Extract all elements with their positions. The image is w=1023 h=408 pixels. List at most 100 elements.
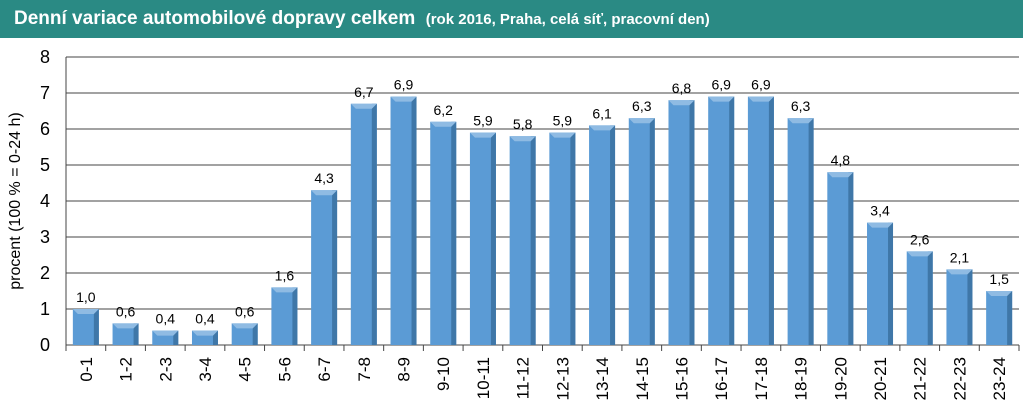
bar	[231, 323, 258, 345]
gridlines	[65, 56, 1020, 351]
chart-title-bar: Denní variace automobilové dopravy celke…	[0, 0, 1023, 38]
y-tick-label: 5	[40, 155, 50, 175]
data-label: 0,4	[195, 311, 215, 327]
x-tick-label: 23-24	[990, 357, 1009, 400]
y-tick-label: 2	[40, 263, 50, 283]
bar-top	[152, 330, 179, 336]
bar	[787, 118, 814, 345]
bar-top	[589, 125, 616, 131]
bar-top	[946, 269, 973, 275]
bar	[311, 190, 338, 345]
bar	[946, 269, 973, 345]
bar	[906, 251, 933, 345]
bar-top	[628, 118, 655, 124]
x-tick-label: 4-5	[236, 357, 255, 382]
bar	[827, 172, 854, 345]
bar-side	[212, 330, 218, 345]
data-label: 2,1	[950, 249, 970, 265]
bar	[509, 136, 536, 345]
x-tick-label: 1-2	[117, 357, 136, 382]
data-label: 6,2	[433, 102, 453, 118]
y-axis-label: procent (100 % = 0-24 h)	[7, 112, 24, 289]
bar-side	[530, 136, 536, 345]
bar	[271, 287, 298, 345]
data-label: 6,3	[632, 98, 652, 114]
bar-side	[451, 121, 457, 345]
bar	[350, 103, 377, 345]
bar-top	[986, 291, 1013, 296]
bar-chart: 0 1 2 3 4 5 6 7 8 1,0 0,6 0,4 0,4 0,6 1,6 4,3 6,7 6,9 6,2…	[7, 47, 1020, 400]
bar-top	[231, 323, 258, 329]
data-label: 3,4	[870, 203, 890, 219]
bar-side	[292, 287, 298, 345]
bar-side	[649, 118, 655, 345]
chart-subtitle: (rok 2016, Praha, celá síť, pracovní den…	[425, 11, 710, 28]
bar-top	[549, 132, 576, 138]
bar-side	[371, 103, 377, 345]
data-label: 1,5	[989, 271, 1009, 287]
data-label: 0,6	[116, 303, 136, 319]
x-tick-label: 5-6	[275, 357, 294, 382]
bar-top	[390, 96, 417, 102]
bar-side	[332, 190, 338, 345]
data-label: 6,3	[791, 98, 811, 114]
bar-top	[708, 96, 735, 102]
bar-side	[729, 96, 735, 345]
bar	[549, 132, 576, 345]
data-label: 5,9	[473, 113, 493, 129]
x-tick-label: 2-3	[156, 357, 175, 382]
data-label: 5,8	[513, 116, 533, 132]
data-labels: 1,0 0,6 0,4 0,4 0,6 1,6 4,3 6,7 6,9 6,2 5,9 5,8 5,9 6…	[76, 77, 1009, 327]
bar-side	[93, 309, 99, 345]
bar-top	[787, 118, 814, 124]
data-label: 6,9	[751, 77, 771, 93]
bar	[747, 96, 774, 345]
bar-top	[112, 323, 139, 329]
y-tick-label: 3	[40, 227, 50, 247]
bar	[390, 96, 417, 345]
data-label: 6,1	[592, 105, 612, 121]
bar-top	[72, 309, 99, 314]
x-axis-ticks: 0-1 1-2 2-3 3-4 4-5 5-6 6-7 7-8 8-9 9-10 10-11 11-1…	[77, 357, 1009, 400]
x-tick-label: 18-19	[792, 357, 811, 400]
x-tick-label: 10-11	[474, 357, 493, 399]
x-tick-label: 16-17	[712, 357, 731, 400]
bars	[72, 96, 1013, 346]
bar-side	[967, 269, 973, 345]
chart-title: Denní variace automobilové dopravy celke…	[14, 8, 416, 29]
bar-top	[509, 136, 536, 142]
bar	[589, 125, 616, 346]
x-tick-label: 14-15	[633, 357, 652, 400]
bar	[668, 100, 695, 345]
y-tick-label: 0	[40, 335, 50, 355]
data-label: 0,4	[156, 311, 176, 327]
bar	[430, 121, 457, 345]
x-tick-label: 22-23	[950, 357, 969, 400]
x-tick-label: 9-10	[434, 357, 453, 391]
bar-top	[906, 251, 933, 257]
x-tick-label: 6-7	[315, 357, 334, 382]
data-label: 4,3	[314, 170, 334, 186]
bar	[469, 132, 496, 345]
x-tick-label: 21-22	[911, 357, 930, 400]
bar-front	[231, 323, 258, 345]
bar-top	[191, 330, 218, 336]
data-label: 6,7	[354, 84, 374, 100]
x-tick-label: 19-20	[831, 357, 850, 400]
bar-top	[867, 222, 894, 228]
bar-side	[927, 251, 933, 345]
bar	[191, 330, 218, 345]
data-label: 6,9	[711, 77, 731, 93]
bar-side	[848, 172, 854, 345]
data-label: 4,8	[831, 152, 851, 168]
bar-top	[430, 121, 457, 127]
y-axis-ticks: 0 1 2 3 4 5 6 7 8	[40, 47, 50, 355]
data-label: 6,9	[394, 77, 414, 93]
x-tick-label: 13-14	[593, 357, 612, 400]
x-tick-label: 8-9	[395, 357, 414, 382]
data-label: 0,6	[235, 303, 255, 319]
data-label: 1,0	[76, 289, 96, 305]
y-tick-label: 1	[40, 299, 50, 319]
y-tick-label: 7	[40, 83, 50, 103]
bar-side	[610, 125, 616, 346]
